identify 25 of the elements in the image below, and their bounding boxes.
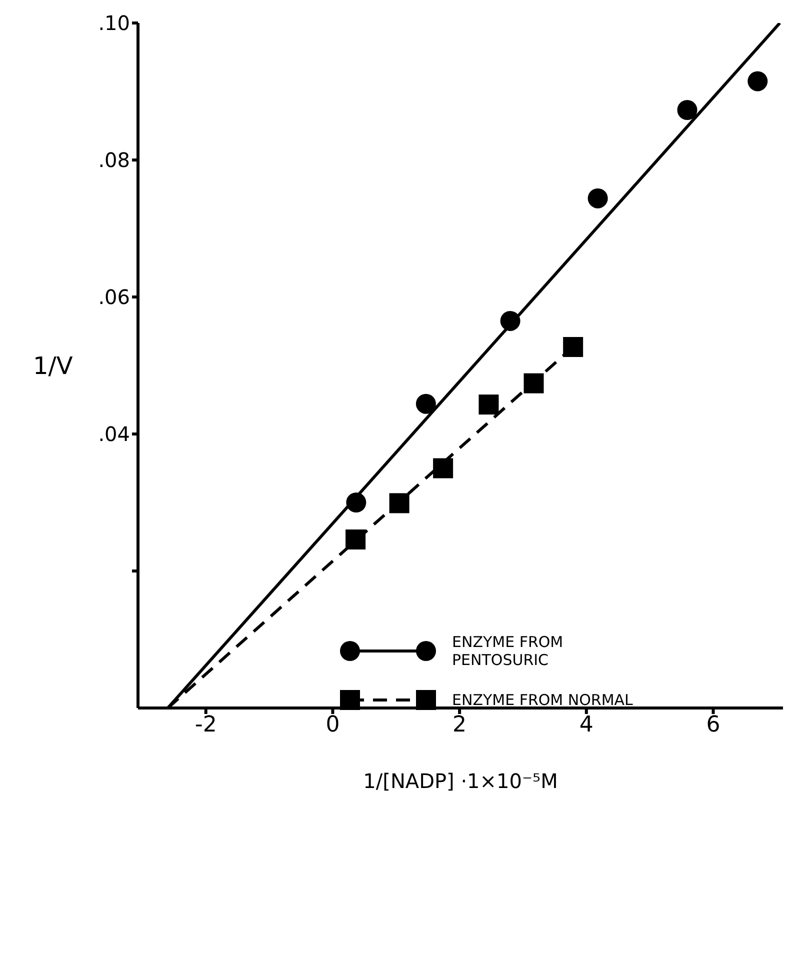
y-axis-title: 1/V [33,352,74,380]
x-tick-label: 4 [579,712,594,738]
legend-label: ENZYME FROM NORMAL [452,691,634,709]
x-tick-label: 0 [326,712,340,738]
point [433,458,454,478]
point [478,394,499,415]
y-tick-label: .06 [98,285,130,310]
point [748,71,768,92]
point [416,394,436,414]
legend-label: ENZYME FROM PENTOSURIC [452,633,564,669]
x-tick-label: 2 [452,712,467,738]
point [389,493,410,514]
point [677,100,698,120]
y-tick-label: .10 [98,11,130,36]
x-tick-label: -2 [194,712,217,738]
x-tick-label: 6 [706,712,720,738]
point [588,188,608,208]
x-axis-title: 1/[NADP] ·1×10⁻⁵M [363,769,558,793]
point [346,529,366,550]
y-tick-label: .04 [98,422,130,446]
point [346,492,366,512]
y-tick-label: .08 [98,148,130,172]
point [500,310,520,331]
point [563,337,584,358]
point [524,373,544,394]
